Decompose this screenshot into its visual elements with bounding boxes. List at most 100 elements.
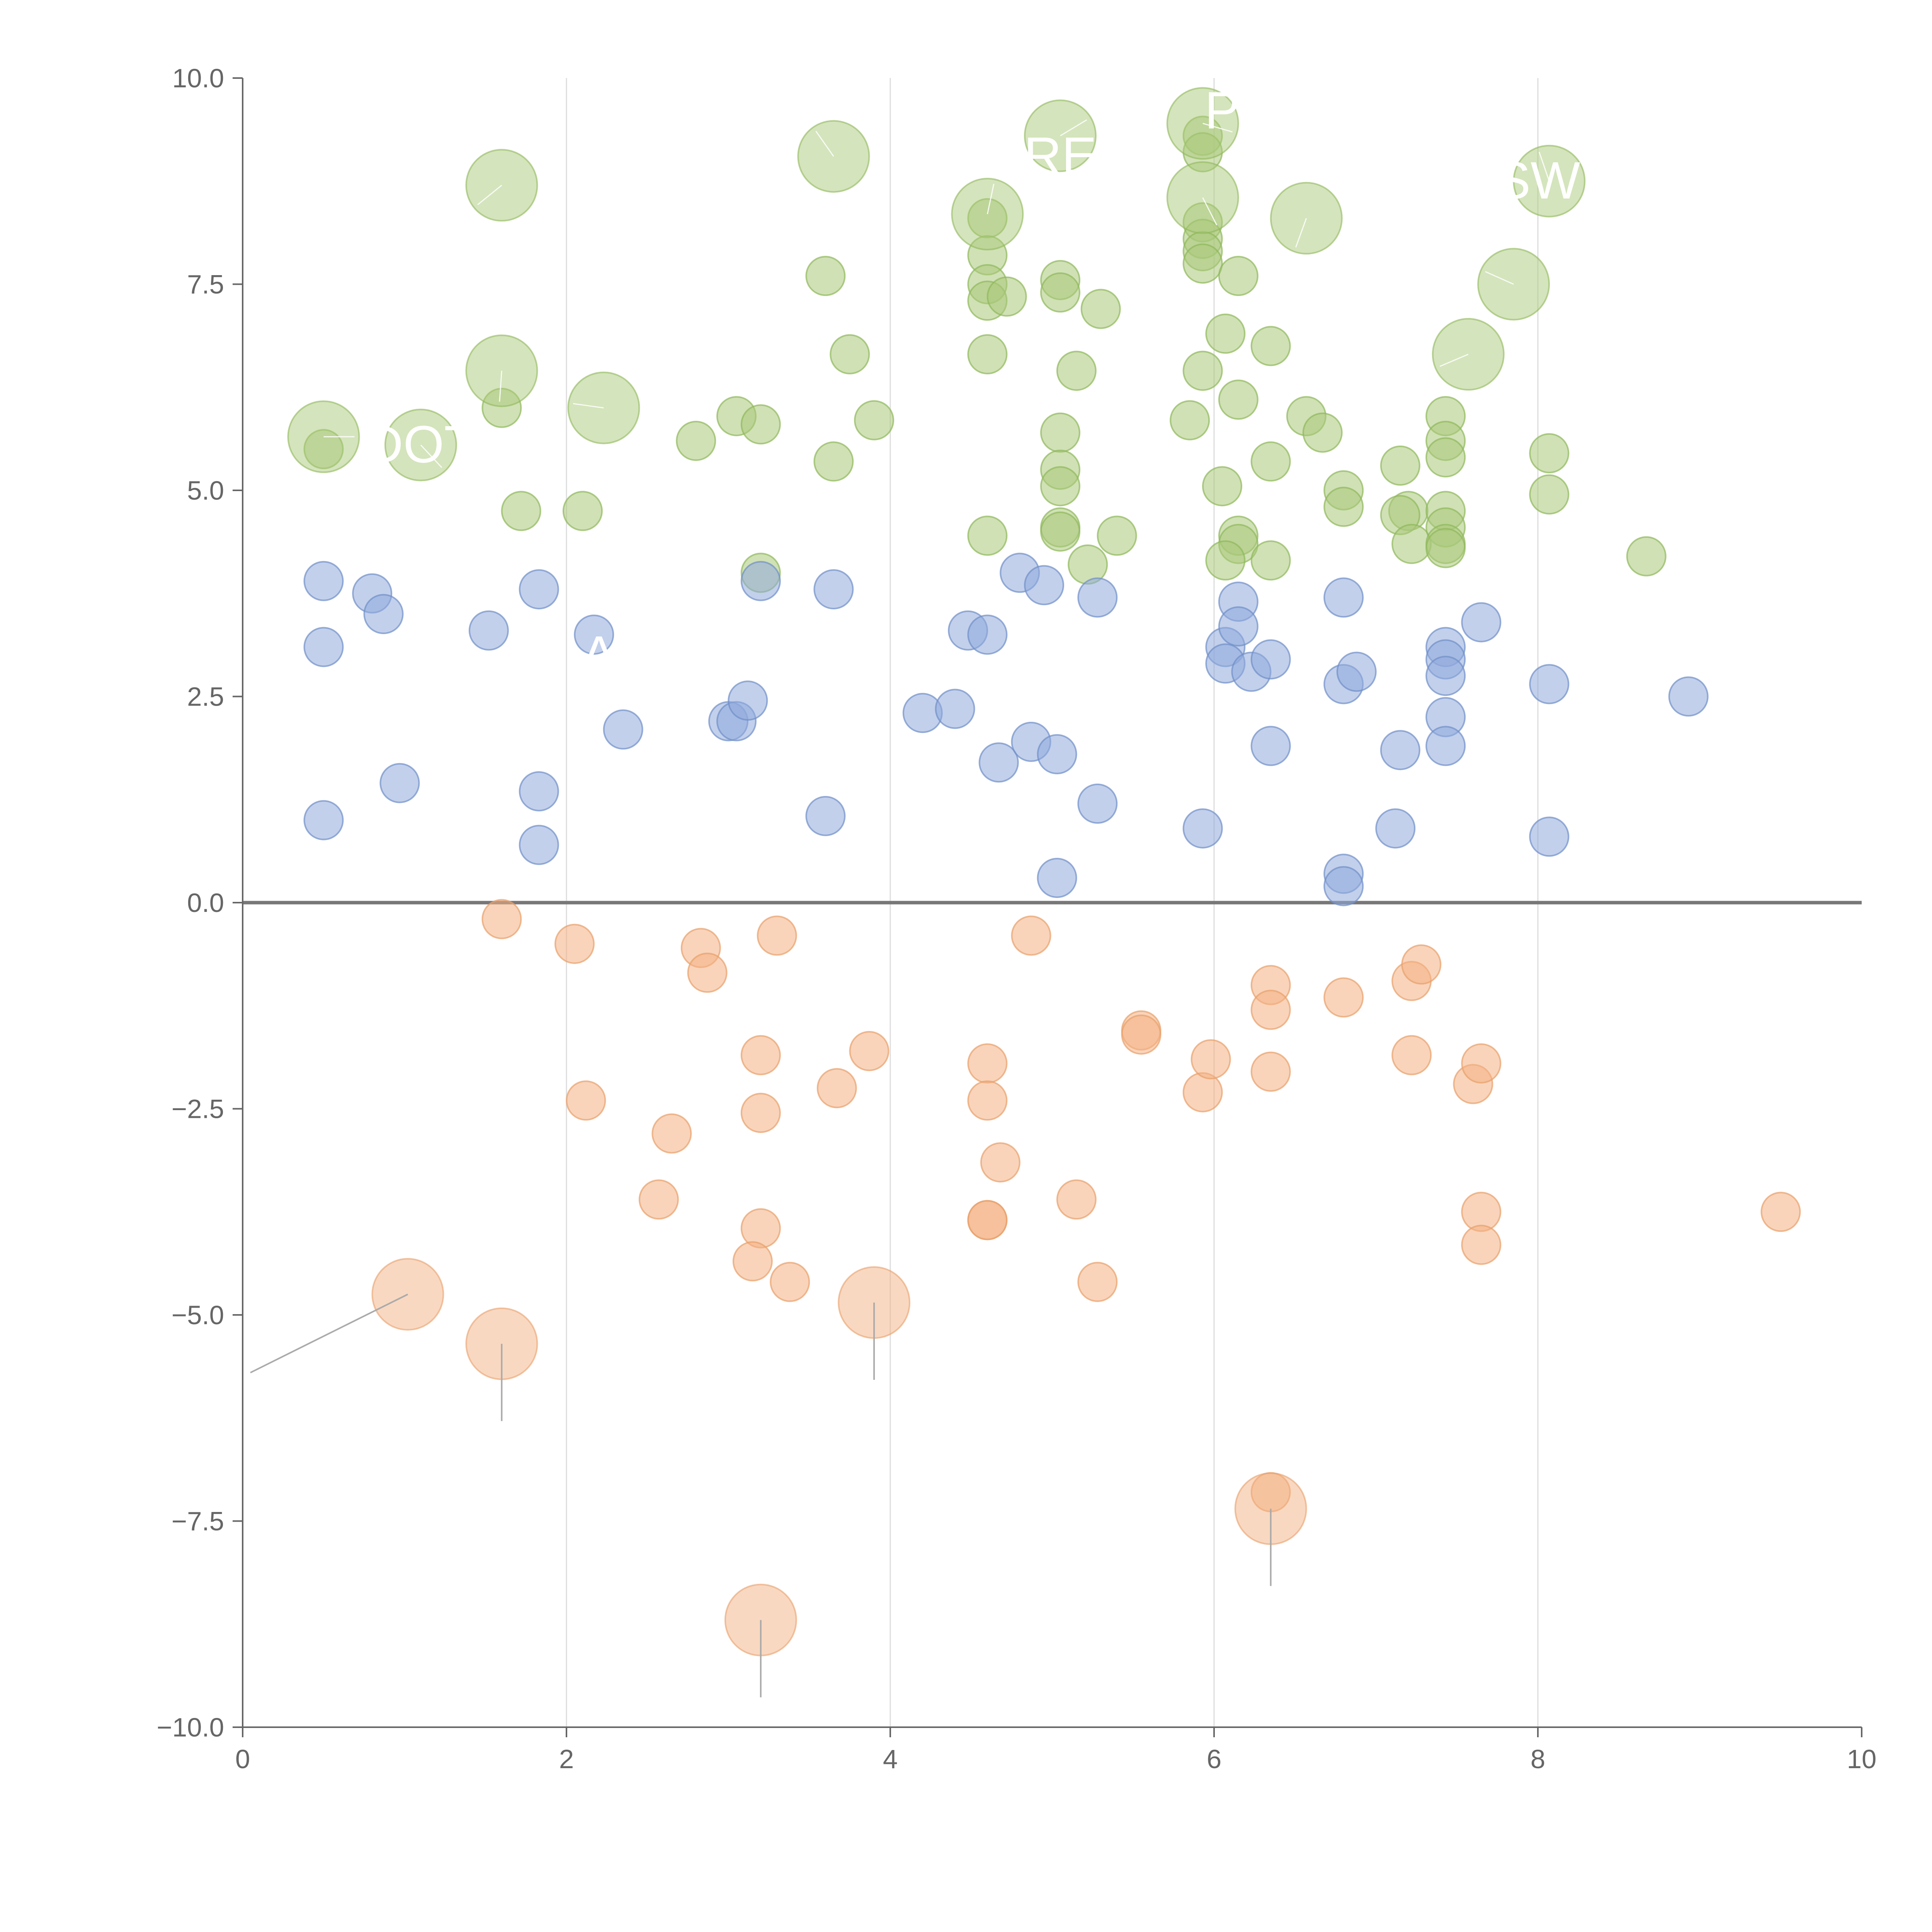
orange-point: [481, 899, 522, 939]
orange-point: [651, 1113, 692, 1154]
blue-point: [1077, 577, 1118, 618]
green-point: [986, 276, 1027, 317]
green-point: [1380, 445, 1420, 486]
orange-point: [980, 1142, 1020, 1183]
blue-point: [1380, 730, 1420, 770]
green-point: [676, 420, 716, 461]
blue-point: [1218, 606, 1259, 647]
green-point: [1097, 515, 1137, 556]
orange-point: [816, 1068, 857, 1109]
green-point: [1040, 412, 1080, 453]
blue-point: [813, 569, 854, 610]
blue-point: [805, 796, 846, 836]
data-points: [287, 87, 1801, 1656]
leader-line: [420, 444, 442, 468]
green-point: [562, 491, 603, 531]
blue-point: [603, 709, 643, 750]
blue-point: [728, 680, 768, 721]
blue-point: [1250, 726, 1291, 766]
green-point: [1250, 326, 1291, 366]
orange-point: [1461, 1225, 1502, 1265]
blue-point: [1182, 808, 1223, 849]
orange-point: [967, 1200, 1008, 1240]
blue-point: [519, 825, 559, 865]
green-point: [1080, 289, 1121, 329]
green-point: [501, 491, 541, 531]
orange-point: [740, 1093, 781, 1133]
green-point: [1205, 313, 1246, 354]
orange-point: [554, 923, 595, 964]
blue-point: [1037, 734, 1077, 774]
green-point: [967, 334, 1008, 374]
x-tick-label: 4: [883, 1744, 898, 1774]
blue-point: [1461, 602, 1502, 643]
blue-point: [379, 763, 420, 803]
leader-line: [815, 131, 834, 157]
green-point: [1170, 400, 1210, 440]
green-point: [1040, 466, 1080, 507]
green-point: [813, 441, 854, 482]
point-label: A: [581, 625, 616, 684]
blue-point: [1024, 565, 1065, 605]
blue-point: [1375, 808, 1416, 849]
blue-point: [1077, 783, 1118, 824]
green-point: [1529, 433, 1570, 473]
leader-line: [499, 371, 502, 402]
green-point: [967, 515, 1008, 556]
leader-line: [1485, 271, 1514, 285]
leader-line: [1202, 122, 1233, 133]
orange-point: [566, 1080, 606, 1121]
x-tick-label: 2: [559, 1744, 574, 1774]
blue-point: [740, 561, 781, 601]
blue-point: [303, 627, 344, 667]
green-point: [1250, 540, 1291, 581]
green-point: [740, 404, 781, 445]
green-point: [830, 334, 870, 374]
blue-point: [519, 569, 559, 610]
orange-point: [1011, 915, 1051, 956]
orange-point: [1760, 1192, 1801, 1232]
green-point: [1391, 524, 1432, 564]
blue-point: [574, 614, 614, 655]
orange-point: [1182, 1072, 1223, 1112]
orange-point: [1190, 1039, 1231, 1080]
blue-point: [935, 689, 975, 729]
green-point: [1040, 272, 1080, 313]
leader-line: [1295, 218, 1307, 248]
blue-point: [1425, 726, 1466, 766]
leader-line: [477, 185, 502, 205]
orange-point: [740, 1208, 781, 1248]
blue-point: [1529, 816, 1570, 857]
blue-point: [363, 594, 404, 634]
orange-point: [757, 915, 797, 956]
orange-point: [687, 952, 728, 993]
orange-point: [638, 1179, 679, 1220]
green-point: [1218, 256, 1259, 296]
x-tick-label: 8: [1531, 1744, 1545, 1774]
leader-line: [573, 403, 604, 409]
point-label: DOT: [365, 415, 476, 474]
green-point: [1182, 243, 1223, 284]
y-tick-label: −7.5: [172, 1507, 224, 1536]
green-point: [1425, 437, 1466, 478]
green-point: [854, 400, 895, 440]
orange-point: [1401, 944, 1442, 985]
orange-point: [1323, 977, 1364, 1018]
orange-point: [849, 1031, 889, 1071]
orange-point: [1077, 1262, 1118, 1302]
y-tick-label: 0.0: [187, 888, 224, 918]
orange-point: [1461, 1043, 1502, 1084]
blue-point: [1037, 857, 1077, 898]
blue-point: [303, 561, 344, 601]
y-tick-label: −10.0: [156, 1713, 224, 1742]
blue-point: [519, 771, 559, 811]
y-tick-label: 7.5: [187, 270, 224, 299]
blue-point: [1323, 577, 1364, 618]
point-label: P: [1205, 81, 1240, 139]
y-tick-label: 10.0: [172, 63, 224, 93]
point-label: RE: [1024, 126, 1097, 185]
green-point: [1040, 511, 1080, 552]
green-point: [1202, 466, 1242, 507]
green-point: [1626, 536, 1667, 577]
